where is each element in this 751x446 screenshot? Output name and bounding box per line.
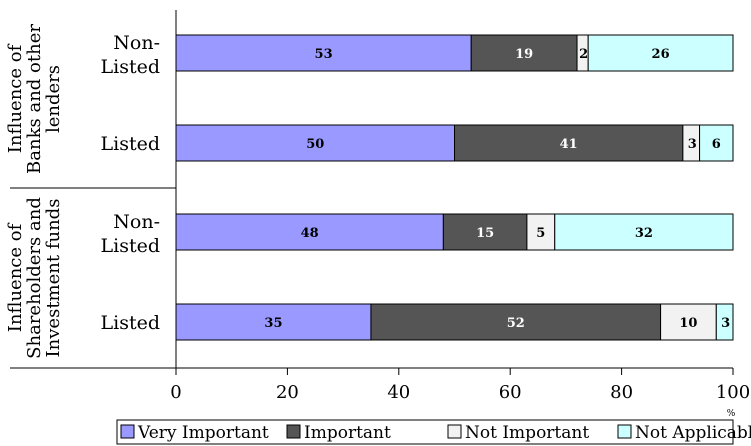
- category-label: Listed: [101, 133, 161, 155]
- bar-segment: [715, 303, 734, 341]
- data-label: 48: [301, 226, 319, 241]
- category-label: Non-: [113, 211, 160, 233]
- x-tick-label: 20: [276, 382, 299, 403]
- x-tick-label: 40: [387, 382, 410, 403]
- legend-label: Important: [304, 423, 391, 443]
- x-unit-label: %: [727, 409, 736, 419]
- legend-swatch: [447, 424, 462, 439]
- bar-segment: [454, 124, 684, 162]
- group-label-line: Influence of: [5, 43, 26, 153]
- legend-swatch: [617, 424, 632, 439]
- data-label: 10: [679, 316, 697, 331]
- legend-swatch: [286, 424, 301, 439]
- bar-segment: [470, 34, 578, 72]
- group-label-line: lenders: [43, 65, 64, 133]
- bar-segment: [442, 213, 528, 251]
- bar-segment: [370, 303, 662, 341]
- legend-label: Not Important: [465, 423, 589, 443]
- data-label: 3: [688, 137, 697, 152]
- category-label: Listed: [101, 56, 161, 78]
- category-label: Listed: [101, 235, 161, 257]
- x-tick-label: 0: [170, 382, 181, 403]
- data-label: 6: [712, 137, 721, 152]
- bar-segment: [587, 34, 734, 72]
- bar-segment: [175, 34, 472, 72]
- legend-label: Very Important: [137, 423, 269, 443]
- legend: Very Important Important Not Important Not …: [116, 419, 751, 445]
- bar-segment: [175, 213, 444, 251]
- bar-segment: [175, 303, 372, 341]
- x-axis: 0 20 40 60 80 100%: [170, 367, 750, 419]
- data-label: 53: [315, 47, 333, 62]
- group-label-line: Investment funds: [43, 199, 64, 358]
- data-label: 2: [579, 47, 588, 62]
- data-label: 26: [652, 47, 670, 62]
- group-label-line: Influence of: [5, 222, 26, 332]
- group-label-line: Banks and other: [24, 24, 45, 174]
- data-label: 32: [635, 226, 653, 241]
- category-label: Listed: [101, 312, 161, 334]
- data-label: 15: [476, 226, 494, 241]
- x-tick-label: 100: [716, 382, 750, 403]
- data-label: 35: [264, 316, 282, 331]
- data-label: 3: [721, 316, 730, 331]
- x-tick-label: 60: [499, 382, 522, 403]
- group-label-line: Shareholders and: [24, 197, 45, 359]
- bar-segment: [554, 213, 734, 251]
- legend-swatch: [120, 424, 135, 439]
- data-label: 5: [536, 226, 545, 241]
- x-tick-label: 80: [610, 382, 633, 403]
- legend-label: Not Applicable: [635, 423, 751, 443]
- category-label: Non-: [113, 32, 160, 54]
- data-label: 50: [306, 137, 324, 152]
- bar-segment: [175, 124, 455, 162]
- data-label: 41: [560, 137, 578, 152]
- data-label: 52: [507, 316, 525, 331]
- data-label: 19: [515, 47, 533, 62]
- bar-segment: [699, 124, 734, 162]
